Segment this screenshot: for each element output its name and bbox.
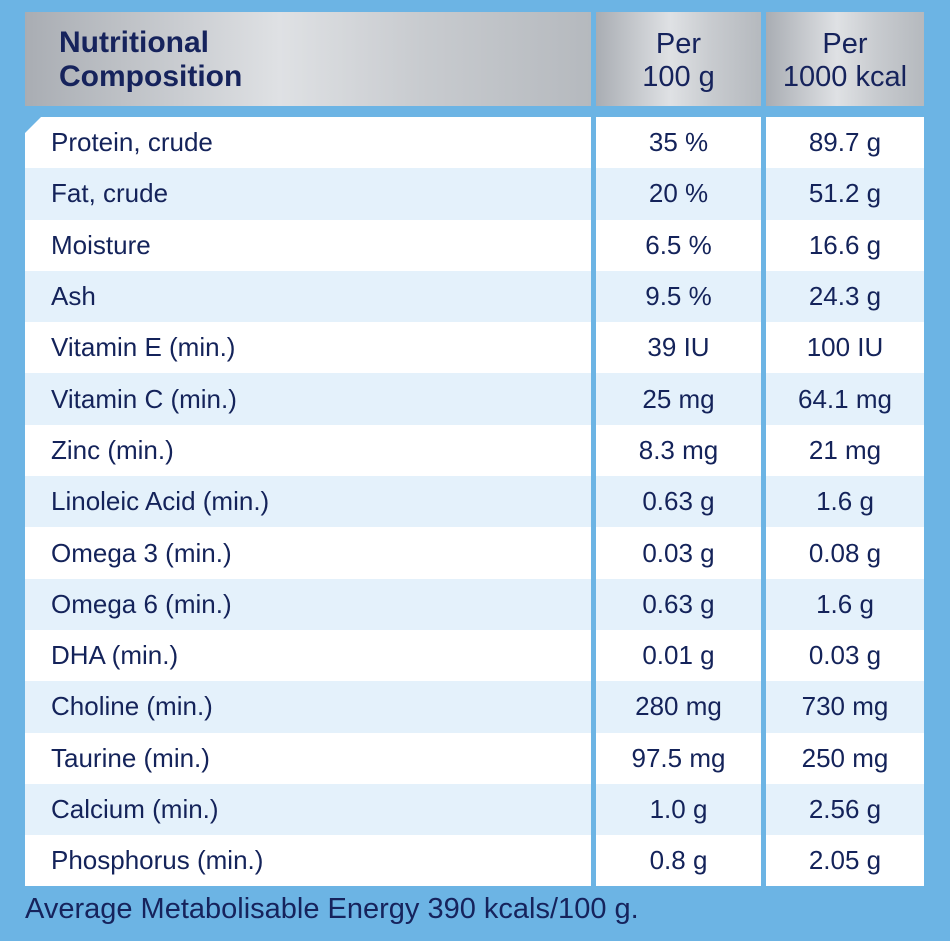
per-1000kcal-value-cell: 0.08 g (766, 527, 924, 579)
table-row: Phosphorus (min.) 0.8 g 2.05 g (25, 835, 924, 887)
nutrient-name-cell: Vitamin E (min.) (25, 322, 591, 374)
table-row: Vitamin E (min.) 39 IU 100 IU (25, 322, 924, 374)
per-100g-value-cell: 6.5 % (596, 219, 761, 271)
per-100g-value-cell: 97.5 mg (596, 732, 761, 784)
table-row: Calcium (min.) 1.0 g 2.56 g (25, 783, 924, 836)
per-1000kcal-value-cell: 0.03 g (766, 629, 924, 682)
per-1000kcal-value-cell: 64.1 mg (766, 373, 924, 425)
nutrient-name-cell: Moisture (25, 219, 591, 271)
per-100g-value-cell: 39 IU (596, 322, 761, 374)
nutrient-name-cell: Calcium (min.) (25, 783, 591, 836)
table-row: Omega 3 (min.) 0.03 g 0.08 g (25, 527, 924, 579)
nutrient-name-cell: Linoleic Acid (min.) (25, 476, 591, 528)
table-row: Fat, crude 20 % 51.2 g (25, 168, 924, 220)
per-1000kcal-value-cell: 2.56 g (766, 783, 924, 836)
nutrient-name-cell: Fat, crude (25, 168, 591, 220)
table-row: Protein, crude 35 % 89.7 g (25, 117, 924, 169)
nutrient-name-cell: Ash (25, 270, 591, 323)
per-100g-value-cell: 1.0 g (596, 783, 761, 836)
table-row: Taurine (min.) 97.5 mg 250 mg (25, 732, 924, 784)
header-title-cell: Nutritional Composition (25, 12, 591, 106)
per-100g-value-cell: 0.01 g (596, 629, 761, 682)
per-100g-value-cell: 280 mg (596, 681, 761, 733)
table-row: Moisture 6.5 % 16.6 g (25, 219, 924, 271)
nutrition-table: Nutritional Composition Per 100 g Per 10… (25, 12, 924, 887)
nutrient-name-cell: Taurine (min.) (25, 732, 591, 784)
nutrient-name-cell: Choline (min.) (25, 681, 591, 733)
per-1000kcal-value-cell: 16.6 g (766, 219, 924, 271)
table-header: Nutritional Composition Per 100 g Per 10… (25, 12, 924, 106)
table-title: Nutritional Composition (59, 26, 243, 93)
per-1000kcal-value-cell: 730 mg (766, 681, 924, 733)
corner-notch-decoration (25, 117, 41, 133)
nutrient-name-cell: DHA (min.) (25, 629, 591, 682)
per-100g-value-cell: 0.03 g (596, 527, 761, 579)
table-row: Linoleic Acid (min.) 0.63 g 1.6 g (25, 476, 924, 528)
energy-footnote: Average Metabolisable Energy 390 kcals/1… (25, 893, 639, 925)
nutrient-name-cell: Vitamin C (min.) (25, 373, 591, 425)
table-body: Protein, crude 35 % 89.7 g Fat, crude 20 % 51… (25, 117, 924, 887)
header-per-100g-cell: Per 100 g (596, 12, 761, 106)
per-100g-value-cell: 35 % (596, 117, 761, 169)
table-row: Ash 9.5 % 24.3 g (25, 270, 924, 323)
per-1000kcal-value-cell: 89.7 g (766, 117, 924, 169)
table-row: Vitamin C (min.) 25 mg 64.1 mg (25, 373, 924, 425)
per-100g-value-cell: 8.3 mg (596, 424, 761, 477)
per-1000kcal-value-cell: 24.3 g (766, 270, 924, 323)
per-1000kcal-value-cell: 250 mg (766, 732, 924, 784)
per-1000kcal-value-cell: 21 mg (766, 424, 924, 477)
nutrient-name-cell: Protein, crude (25, 117, 591, 169)
per-100g-value-cell: 25 mg (596, 373, 761, 425)
nutrient-name-cell: Omega 6 (min.) (25, 578, 591, 630)
nutrient-name-cell: Omega 3 (min.) (25, 527, 591, 579)
nutrient-name-cell: Phosphorus (min.) (25, 835, 591, 887)
table-row: DHA (min.) 0.01 g 0.03 g (25, 629, 924, 682)
per-1000kcal-value-cell: 2.05 g (766, 835, 924, 887)
per-1000kcal-value-cell: 1.6 g (766, 578, 924, 630)
table-row: Choline (min.) 280 mg 730 mg (25, 681, 924, 733)
per-100g-value-cell: 0.63 g (596, 578, 761, 630)
per-1000kcal-value-cell: 1.6 g (766, 476, 924, 528)
per-100g-value-cell: 9.5 % (596, 270, 761, 323)
nutrient-name-cell: Zinc (min.) (25, 424, 591, 477)
column-header-per-100g: Per 100 g (642, 28, 715, 93)
per-100g-value-cell: 20 % (596, 168, 761, 220)
table-row: Omega 6 (min.) 0.63 g 1.6 g (25, 578, 924, 630)
per-1000kcal-value-cell: 100 IU (766, 322, 924, 374)
per-1000kcal-value-cell: 51.2 g (766, 168, 924, 220)
table-row: Zinc (min.) 8.3 mg 21 mg (25, 424, 924, 477)
per-100g-value-cell: 0.63 g (596, 476, 761, 528)
column-header-per-1000kcal: Per 1000 kcal (782, 28, 908, 93)
per-100g-value-cell: 0.8 g (596, 835, 761, 887)
header-per-1000kcal-cell: Per 1000 kcal (766, 12, 924, 106)
